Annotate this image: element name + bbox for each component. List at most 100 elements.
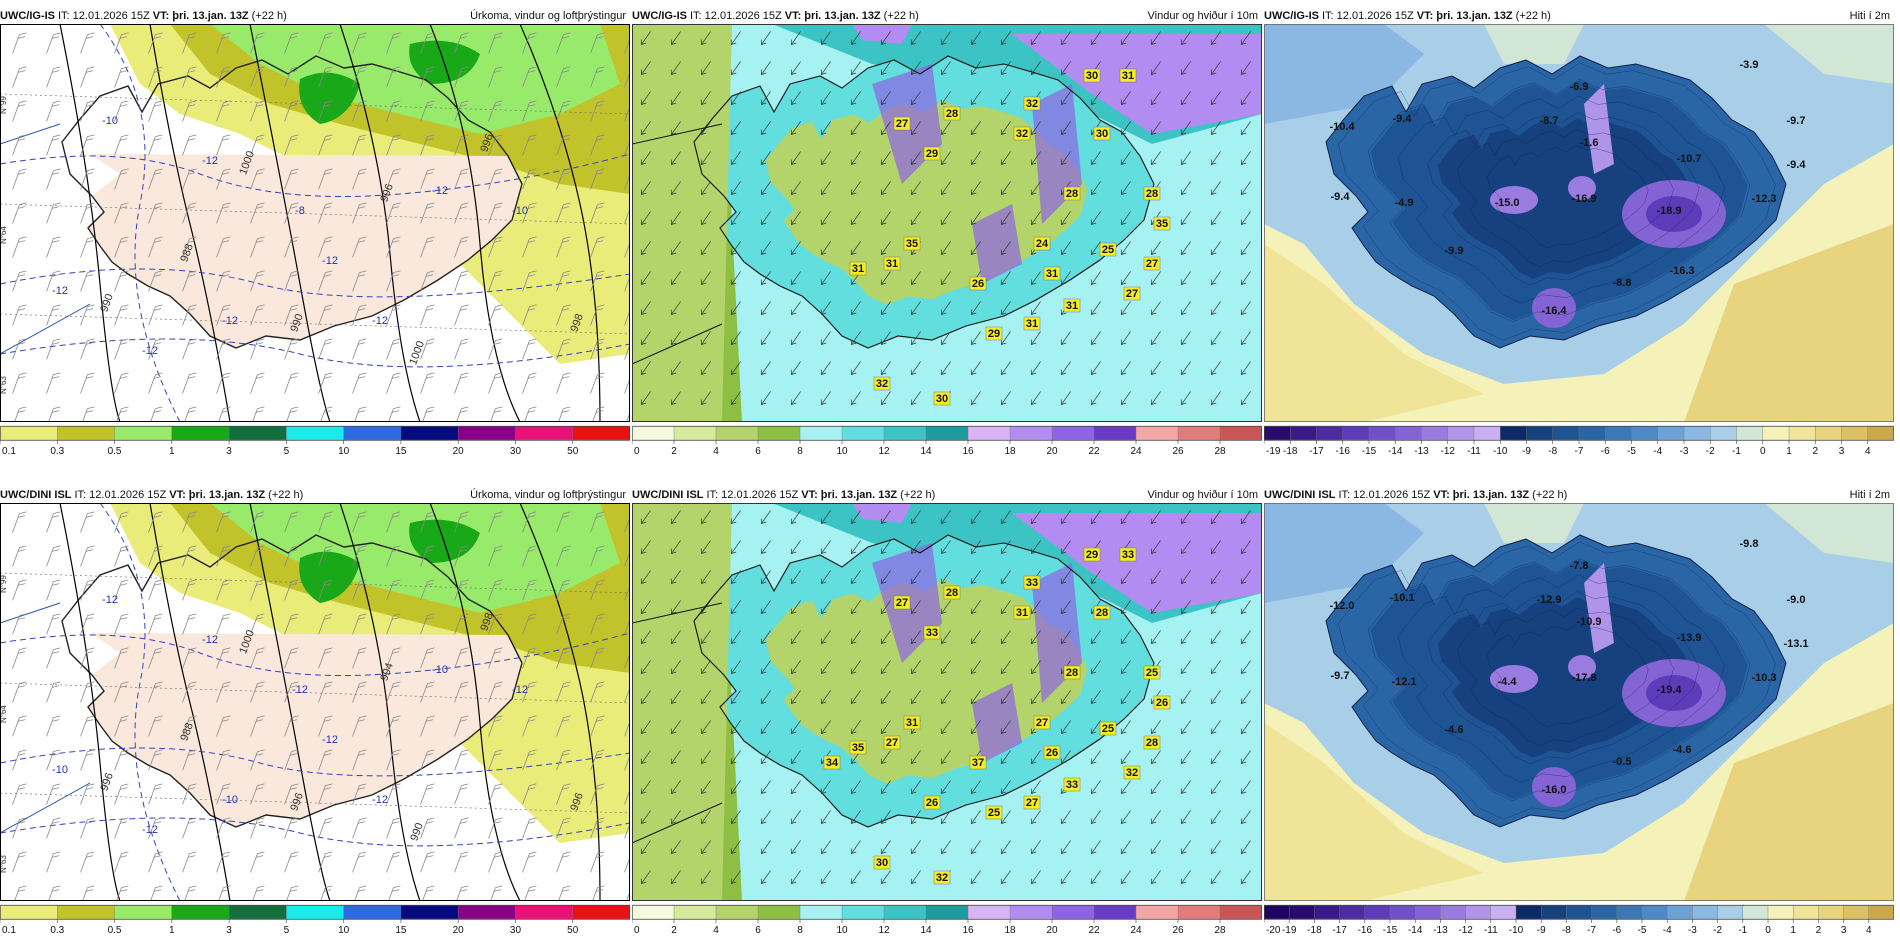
wind-arrow xyxy=(1030,780,1041,795)
wind-barb xyxy=(556,681,571,703)
wind-arrow xyxy=(760,181,771,196)
colorbar-tick-label: 20 xyxy=(1046,925,1058,936)
gust-label: 29 xyxy=(985,326,1003,341)
wind-barb xyxy=(284,783,299,805)
wind-arrow xyxy=(760,391,771,406)
wind-barb xyxy=(80,851,95,873)
isotherm-label: -12 xyxy=(432,185,448,197)
isobar xyxy=(339,503,421,901)
wind-barb xyxy=(454,545,469,567)
wind-barb xyxy=(114,545,129,567)
wind-barb xyxy=(46,406,61,422)
colorbar-tick-label: 4 xyxy=(713,925,719,936)
temperature-label: -10.9 xyxy=(1576,616,1601,628)
wind-arrow xyxy=(1180,271,1191,286)
wind-arrow xyxy=(700,540,711,555)
wind-barb xyxy=(318,511,333,533)
wind-barb xyxy=(284,406,299,422)
colorbar-tick-label: 1 xyxy=(1790,925,1796,936)
temperature-label: -7.8 xyxy=(1570,560,1589,572)
wind-barb xyxy=(114,304,129,326)
wind-arrow xyxy=(970,810,981,825)
graticule xyxy=(0,313,630,335)
colorbar-tick-label: 8 xyxy=(797,446,803,457)
boundary-line xyxy=(0,123,61,145)
wind-barb xyxy=(522,372,537,394)
wind-arrow xyxy=(1000,750,1011,765)
isobar-label: 990 xyxy=(408,821,426,842)
wind-barb xyxy=(114,236,129,258)
colorbar-tick-label: 0.5 xyxy=(108,446,122,457)
colorbar-tick-label: 2 xyxy=(671,446,677,457)
temperature-label: -8.7 xyxy=(1540,115,1559,127)
wind-barb xyxy=(624,853,630,873)
wind-barb xyxy=(454,202,469,224)
wind-arrow xyxy=(1030,870,1041,885)
wind-arrow xyxy=(1210,540,1221,555)
temp-area-warm xyxy=(1264,244,1484,422)
wind-barb xyxy=(488,202,503,224)
model-name: UWC/IG-IS xyxy=(1264,10,1319,22)
wind-arrow xyxy=(940,91,951,106)
wind-arrow xyxy=(880,540,891,555)
wind-barb xyxy=(46,236,61,258)
wind-barb xyxy=(556,851,571,873)
isotherm-contour xyxy=(1427,112,1700,286)
panel-title: Hiti í 2m xyxy=(1849,489,1890,501)
wind-arrow xyxy=(940,690,951,705)
colorbar-tick-label: -11 xyxy=(1484,925,1498,936)
wind-arrow xyxy=(700,331,711,346)
wind-arrow xyxy=(880,720,891,735)
isotherm-contour xyxy=(1338,541,1776,820)
wind-barb xyxy=(488,338,503,360)
wind-barb xyxy=(148,406,163,422)
colorbar-tick-label: 1 xyxy=(169,446,175,457)
wind-arrow xyxy=(820,660,831,675)
colorbar-swatch xyxy=(1578,425,1606,441)
wind-arrow xyxy=(640,61,651,76)
glacier-cold-area xyxy=(1646,675,1702,711)
colorbar-tick-label: 0.3 xyxy=(50,925,64,936)
wind-arrow xyxy=(790,690,801,705)
colorbar-tick-label: 8 xyxy=(797,925,803,936)
glacier-cold-area xyxy=(1532,288,1576,328)
isobar-label: 990 xyxy=(98,292,116,313)
wind-arrow xyxy=(1180,870,1191,885)
wind-arrow xyxy=(880,630,891,645)
wind-arrow xyxy=(910,840,921,855)
colorbar-swatch xyxy=(1009,425,1053,441)
colorbar-tick-label: 4 xyxy=(713,446,719,457)
wind-arrow xyxy=(820,301,831,316)
wind-arrow xyxy=(1030,361,1041,376)
temperature-label: -12.3 xyxy=(1751,193,1776,205)
wind-barb xyxy=(420,236,435,258)
wind-arrow xyxy=(820,630,831,645)
wind-barb xyxy=(80,817,95,839)
wind-barb xyxy=(420,168,435,190)
colorbar-swatch xyxy=(1717,904,1744,920)
isobar-label: 996 xyxy=(378,182,396,203)
svg-text:31: 31 xyxy=(1066,300,1078,312)
wind-barb xyxy=(284,338,299,360)
svg-text:24: 24 xyxy=(1036,238,1049,250)
isobar-label: 998 xyxy=(568,312,586,333)
wind-arrow xyxy=(670,840,681,855)
wind-barb xyxy=(250,749,265,771)
wind-barb xyxy=(488,613,503,635)
gust-label: 27 xyxy=(893,116,911,131)
wind-arrow xyxy=(880,241,891,256)
wind-arrow xyxy=(790,91,801,106)
wind-barb xyxy=(352,749,367,771)
wind-barb xyxy=(148,613,163,635)
wind-barb xyxy=(590,100,605,122)
wind-barb xyxy=(556,372,571,394)
wind-barb xyxy=(386,715,401,737)
boundary-line xyxy=(632,602,723,624)
wind-barb xyxy=(454,32,469,54)
wind-barb xyxy=(624,649,630,669)
wind-barb xyxy=(454,338,469,360)
wind-arrow xyxy=(1240,630,1251,645)
wind-barb xyxy=(318,202,333,224)
precipitation-colorbar: 0.1 0.3 0.5 1 3 5 10 15 20 30 50 xyxy=(0,425,630,462)
wind-arrow xyxy=(910,630,921,645)
